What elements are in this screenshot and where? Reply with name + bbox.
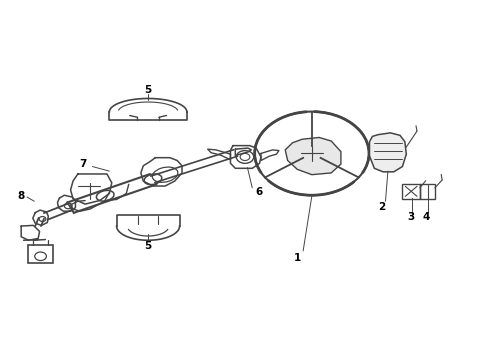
- Text: 7: 7: [79, 159, 86, 169]
- Text: 4: 4: [423, 212, 430, 222]
- Text: 1: 1: [294, 253, 301, 263]
- Polygon shape: [369, 133, 406, 172]
- Text: 2: 2: [378, 202, 385, 212]
- Bar: [28, 245, 53, 263]
- Text: 5: 5: [145, 85, 152, 95]
- Text: 3: 3: [408, 212, 415, 222]
- Polygon shape: [285, 138, 341, 175]
- Bar: [402, 184, 420, 199]
- Text: 8: 8: [18, 191, 25, 201]
- Bar: [420, 184, 435, 199]
- Text: 6: 6: [255, 188, 262, 197]
- Text: 5: 5: [145, 240, 152, 251]
